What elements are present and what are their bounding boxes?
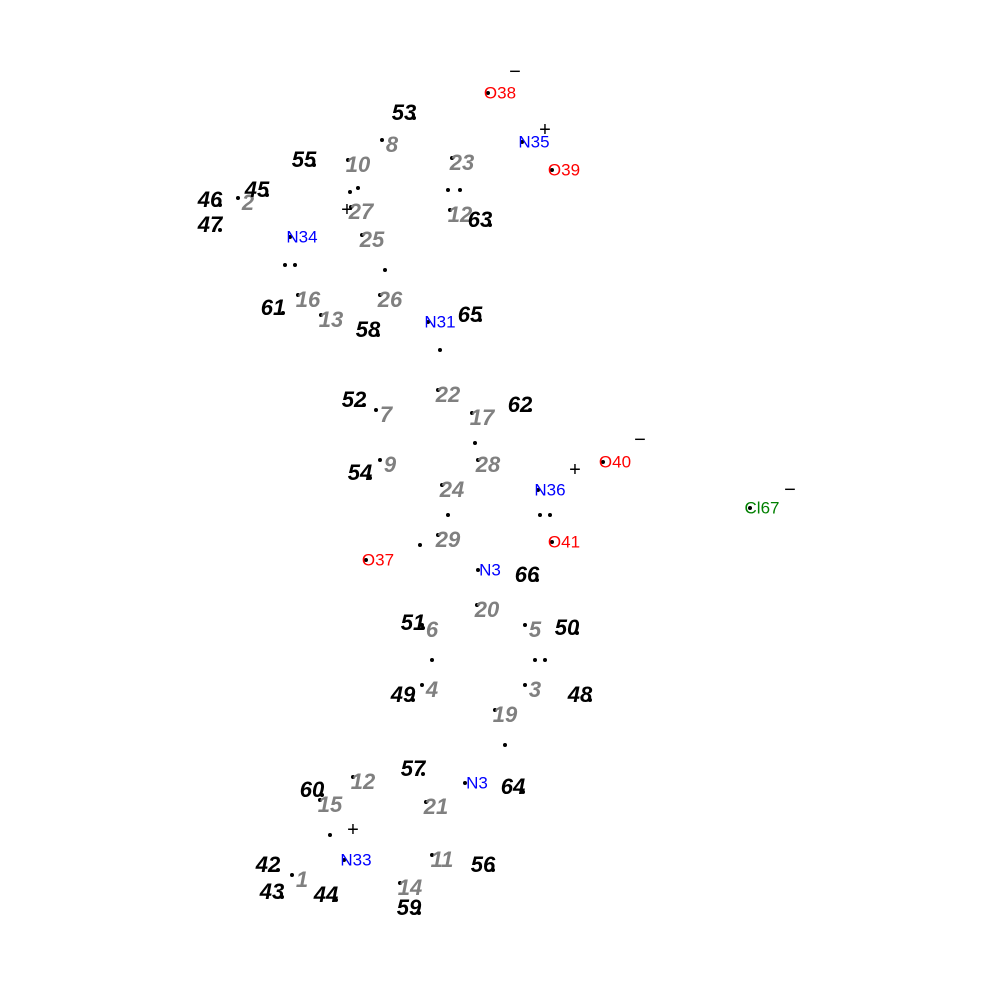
atom-dot (380, 138, 384, 142)
atom-dot (473, 441, 477, 445)
charge-symbol: − (634, 430, 646, 450)
atom-label: 22 (436, 384, 460, 406)
atom-label: N36 (534, 482, 565, 499)
atom-dot (523, 623, 527, 627)
atom-dot (548, 513, 552, 517)
atom-dot (533, 658, 537, 662)
atom-label: O38 (484, 85, 516, 102)
atom-dot (290, 873, 294, 877)
atom-dot (430, 658, 434, 662)
atom-label: 46 (198, 189, 222, 211)
atom-label: 8 (386, 134, 398, 156)
atom-label: 65 (458, 304, 482, 326)
atom-label: 51 (401, 612, 425, 634)
atom-label: 29 (436, 529, 460, 551)
atom-label: 13 (319, 309, 343, 331)
atom-dot (438, 348, 442, 352)
atom-label: 56 (471, 854, 495, 876)
charge-symbol: + (539, 120, 551, 140)
atom-label: N34 (286, 229, 317, 246)
atom-label: 19 (493, 704, 517, 726)
atom-label: 59 (397, 897, 421, 919)
atom-label: 17 (470, 407, 494, 429)
atom-label: 50 (555, 617, 579, 639)
atom-label: 10 (346, 154, 370, 176)
atom-dot (374, 408, 378, 412)
atom-label: O39 (548, 162, 580, 179)
atom-label: O37 (362, 552, 394, 569)
atom-label: 12 (351, 771, 375, 793)
atom-dot (538, 513, 542, 517)
atom-label: O40 (599, 454, 631, 471)
atom-dot (543, 658, 547, 662)
charge-symbol: + (569, 460, 581, 480)
atom-dot (418, 543, 422, 547)
atom-label: 57 (401, 758, 425, 780)
atom-dot (348, 190, 352, 194)
atom-label: 23 (450, 152, 474, 174)
atom-label: 52 (342, 389, 366, 411)
atom-label: 25 (360, 229, 384, 251)
atom-dot (293, 263, 297, 267)
atom-label: 49 (391, 684, 415, 706)
atom-label: 53 (392, 102, 416, 124)
atom-label: 54 (348, 462, 372, 484)
atom-label: 20 (475, 599, 499, 621)
charge-symbol: + (341, 200, 353, 220)
atom-dot (446, 513, 450, 517)
atom-dot (523, 683, 527, 687)
charge-symbol: + (347, 820, 359, 840)
atom-label: 16 (296, 289, 320, 311)
atom-label: Cl67 (745, 500, 780, 517)
atom-dot (420, 683, 424, 687)
atom-label: 64 (501, 776, 525, 798)
atom-dot (236, 196, 240, 200)
atom-label: 43 (260, 881, 284, 903)
atom-label: 44 (314, 884, 338, 906)
atom-label: 24 (440, 479, 464, 501)
atom-label: N33 (340, 852, 371, 869)
atom-label: 63 (468, 209, 492, 231)
atom-dot (378, 458, 382, 462)
atom-label: 6 (426, 619, 438, 641)
atom-dot (356, 186, 360, 190)
atom-label: 11 (431, 849, 454, 871)
atom-dot (283, 263, 287, 267)
atom-label: O41 (548, 534, 580, 551)
atom-label: 5 (529, 619, 541, 641)
atom-label: 28 (476, 454, 500, 476)
atom-label: N3 (466, 775, 488, 792)
atom-label: 21 (424, 796, 448, 818)
atom-dot (503, 743, 507, 747)
atom-label: 42 (256, 854, 280, 876)
charge-symbol: − (784, 480, 796, 500)
charge-symbol: − (509, 62, 521, 82)
atom-label: 55 (292, 149, 316, 171)
atom-label: N31 (424, 314, 455, 331)
atom-label: 1 (296, 869, 308, 891)
atom-label: 58 (356, 319, 380, 341)
atom-label: 26 (378, 289, 402, 311)
atom-label: 62 (508, 394, 532, 416)
atom-label: 45 (245, 179, 269, 201)
atom-label: 66 (515, 564, 539, 586)
atom-label: 48 (568, 684, 592, 706)
atom-label: 4 (426, 679, 438, 701)
atom-dot (446, 188, 450, 192)
atom-label: 60 (300, 779, 324, 801)
atom-dot (383, 268, 387, 272)
atom-label: 47 (198, 214, 222, 236)
atom-label: 3 (529, 679, 541, 701)
atom-dot (458, 188, 462, 192)
atom-label: 7 (380, 404, 392, 426)
molecule-canvas: 1234567891011121312141516171920212223242… (0, 0, 1000, 1000)
atom-label: 61 (261, 297, 285, 319)
atom-label: 9 (384, 454, 396, 476)
atom-dot (328, 833, 332, 837)
atom-label: N3 (479, 562, 501, 579)
